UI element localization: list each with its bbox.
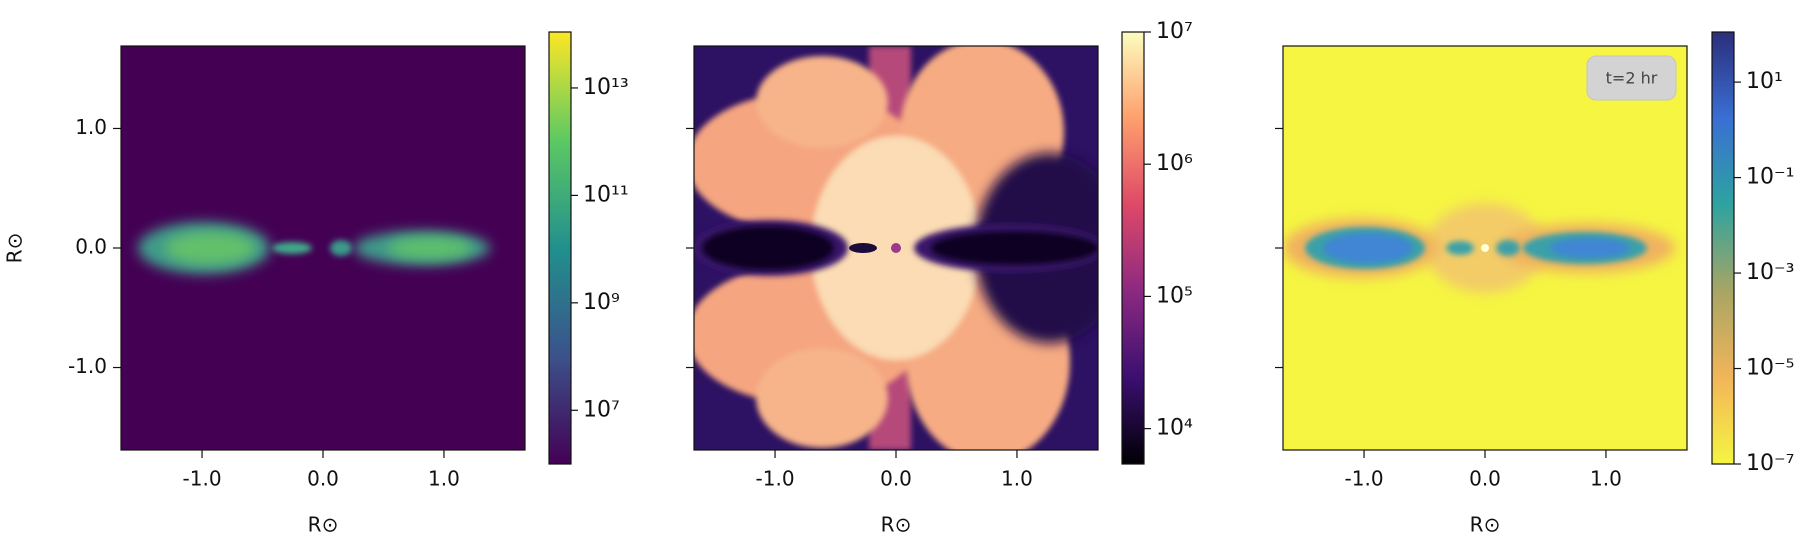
colorbar-tick-label: 10¹¹ bbox=[583, 182, 629, 207]
x-tick-label: -1.0 bbox=[1345, 467, 1384, 491]
field-image bbox=[694, 46, 1098, 450]
field-image bbox=[121, 46, 525, 450]
x-tick-label: 1.0 bbox=[1001, 467, 1033, 491]
y-tick-label: -1.0 bbox=[68, 354, 107, 378]
x-axis-label: R⊙ bbox=[881, 513, 912, 537]
annotation-box bbox=[1586, 55, 1677, 101]
colorbar bbox=[1121, 31, 1145, 465]
colorbar-tick-label: 10⁻¹ bbox=[1746, 165, 1794, 190]
colorbar-tick-label: 10⁹ bbox=[583, 290, 620, 315]
field-image bbox=[1283, 46, 1687, 450]
y-axis-label: R⊙ bbox=[3, 233, 27, 264]
colorbar-tick-label: 10⁵ bbox=[1156, 283, 1193, 308]
x-tick-label: 0.0 bbox=[880, 467, 912, 491]
x-axis-label: R⊙ bbox=[1470, 513, 1501, 537]
colorbar-tick-label: 10⁷ bbox=[583, 397, 620, 422]
x-tick-label: -1.0 bbox=[183, 467, 222, 491]
annotation: t=2 hr bbox=[1606, 69, 1658, 88]
x-tick-label: 0.0 bbox=[1469, 467, 1501, 491]
x-tick-label: 1.0 bbox=[428, 467, 460, 491]
y-tick-label: 0.0 bbox=[75, 235, 107, 259]
colorbar-tick-label: 10⁻⁷ bbox=[1746, 451, 1794, 476]
x-tick-label: 1.0 bbox=[1590, 467, 1622, 491]
colorbar-tick-label: 10⁶ bbox=[1156, 151, 1193, 176]
colorbar-tick-label: 10⁻³ bbox=[1746, 260, 1794, 285]
colorbar bbox=[1711, 31, 1735, 465]
x-tick-label: 0.0 bbox=[307, 467, 339, 491]
colorbar-tick-label: 10⁴ bbox=[1156, 416, 1193, 441]
colorbar-tick-label: 10¹ bbox=[1746, 69, 1783, 94]
colorbar-tick-label: 10¹³ bbox=[583, 75, 629, 100]
colorbar-tick-label: 10⁷ bbox=[1156, 19, 1193, 44]
colorbar bbox=[548, 31, 572, 465]
x-axis-label: R⊙ bbox=[308, 513, 339, 537]
colorbar-tick-label: 10⁻⁵ bbox=[1746, 356, 1794, 381]
x-tick-label: -1.0 bbox=[756, 467, 795, 491]
y-tick-label: 1.0 bbox=[75, 115, 107, 139]
